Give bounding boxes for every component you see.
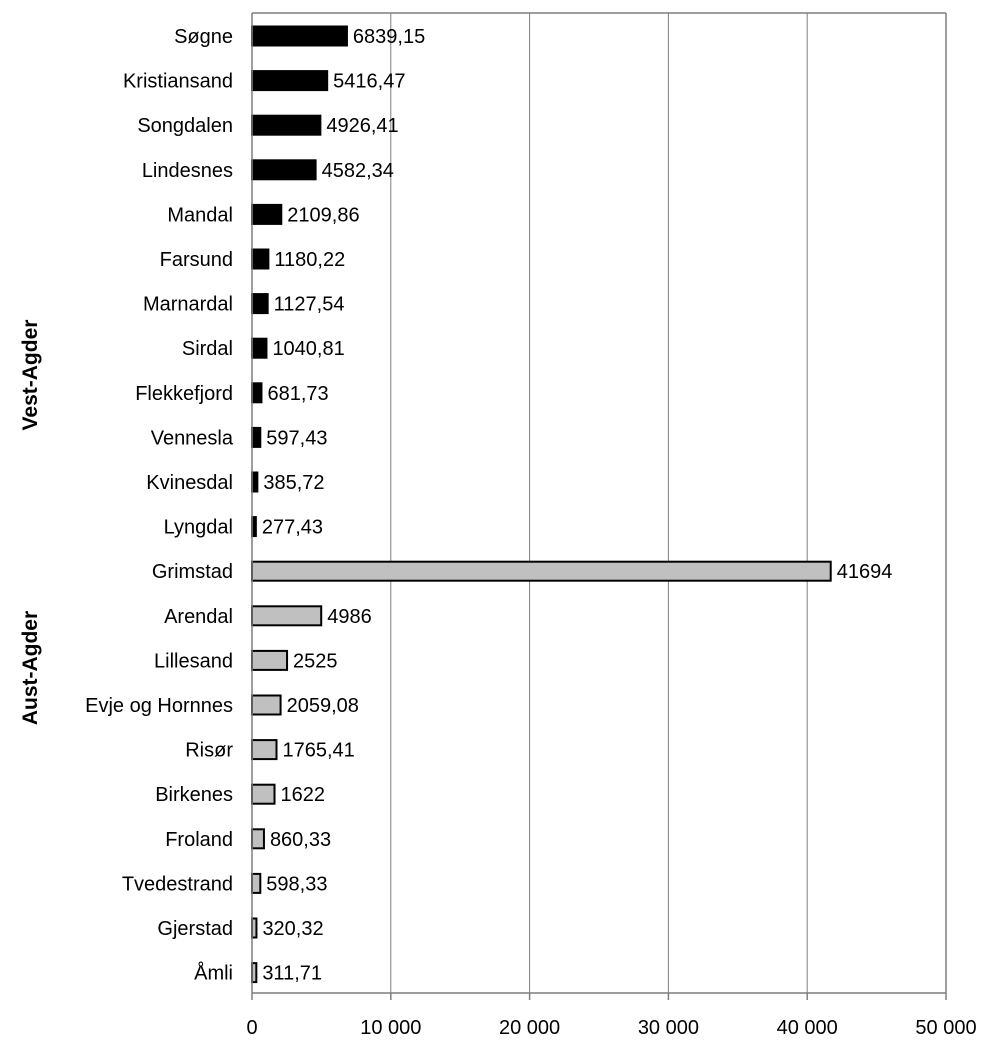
category-label: Lillesand (154, 650, 233, 672)
group-label: Vest-Agder (19, 320, 42, 431)
data-label: 277,43 (262, 517, 323, 539)
bar (251, 382, 263, 404)
bar (251, 70, 329, 92)
bar (251, 337, 268, 359)
data-label: 1765,41 (283, 740, 355, 762)
category-label: Froland (165, 829, 233, 851)
data-label: 860,33 (270, 829, 331, 851)
data-label: 1040,81 (272, 338, 344, 360)
data-label: 4986 (327, 606, 372, 628)
x-tick-label: 20 000 (499, 1017, 560, 1039)
data-label: 681,73 (267, 383, 328, 405)
category-label: Risør (185, 740, 233, 762)
bar (251, 649, 289, 671)
category-label: Søgne (174, 26, 233, 48)
bar (251, 471, 259, 493)
bar (251, 426, 262, 448)
category-label: Åmli (194, 962, 233, 985)
bar (251, 872, 262, 894)
category-label: Mandal (167, 204, 233, 226)
category-label: Birkenes (155, 784, 233, 806)
category-label: Grimstad (152, 561, 233, 583)
data-label: 597,43 (266, 427, 327, 449)
data-label: 1127,54 (274, 294, 345, 316)
data-label: 598,33 (266, 873, 327, 895)
bar (251, 114, 322, 136)
x-tick-label: 50 000 (915, 1017, 976, 1039)
category-label: Marnardal (143, 294, 233, 316)
data-label: 6839,15 (353, 26, 425, 48)
bar (251, 248, 270, 270)
bar (251, 828, 265, 850)
category-label: Flekkefjord (135, 383, 233, 405)
bar (251, 203, 283, 225)
x-tick-label: 0 (246, 1017, 257, 1039)
category-label: Lyngdal (164, 517, 233, 539)
category-label: Gjerstad (157, 918, 233, 940)
bar (251, 293, 269, 315)
data-label: 41694 (837, 561, 893, 583)
category-label: Vennesla (151, 427, 234, 449)
data-label: 2109,86 (287, 204, 359, 226)
category-label: Lindesnes (142, 160, 233, 182)
category-label: Songdalen (137, 115, 233, 137)
gridlines (390, 13, 947, 993)
bar (251, 159, 317, 181)
category-label: Evje og Hornnes (85, 695, 233, 717)
category-label: Sirdal (182, 338, 233, 360)
data-label: 1180,22 (274, 249, 345, 271)
data-label: 320,32 (262, 918, 323, 940)
bars (251, 25, 832, 984)
bar (251, 560, 832, 582)
data-label: 311,71 (262, 963, 322, 985)
data-label: 4582,34 (322, 160, 394, 182)
group-label: Aust-Agder (19, 611, 42, 725)
category-label: Farsund (160, 249, 233, 271)
bar (251, 739, 278, 761)
x-tick-label: 40 000 (777, 1017, 838, 1039)
category-label: Kristiansand (123, 71, 233, 93)
data-label: 385,72 (263, 472, 324, 494)
axes (251, 12, 947, 1000)
data-label: 1622 (281, 784, 326, 806)
bar (251, 694, 282, 716)
category-label: Kvinesdal (146, 472, 233, 494)
x-tick-label: 30 000 (638, 1017, 699, 1039)
x-tick-label: 10 000 (360, 1017, 421, 1039)
bar (251, 783, 276, 805)
bar (251, 605, 323, 627)
data-label: 2525 (293, 650, 338, 672)
category-label: Tvedestrand (122, 873, 233, 895)
data-label: 4926,41 (326, 115, 398, 137)
labels: 0 10 000 20 000 30 000 40 000 50 000 Søgne 6839… (19, 26, 977, 1039)
category-label: Arendal (164, 606, 233, 628)
data-label: 5416,47 (333, 71, 405, 93)
bar (251, 25, 348, 47)
data-label: 2059,08 (287, 695, 359, 717)
